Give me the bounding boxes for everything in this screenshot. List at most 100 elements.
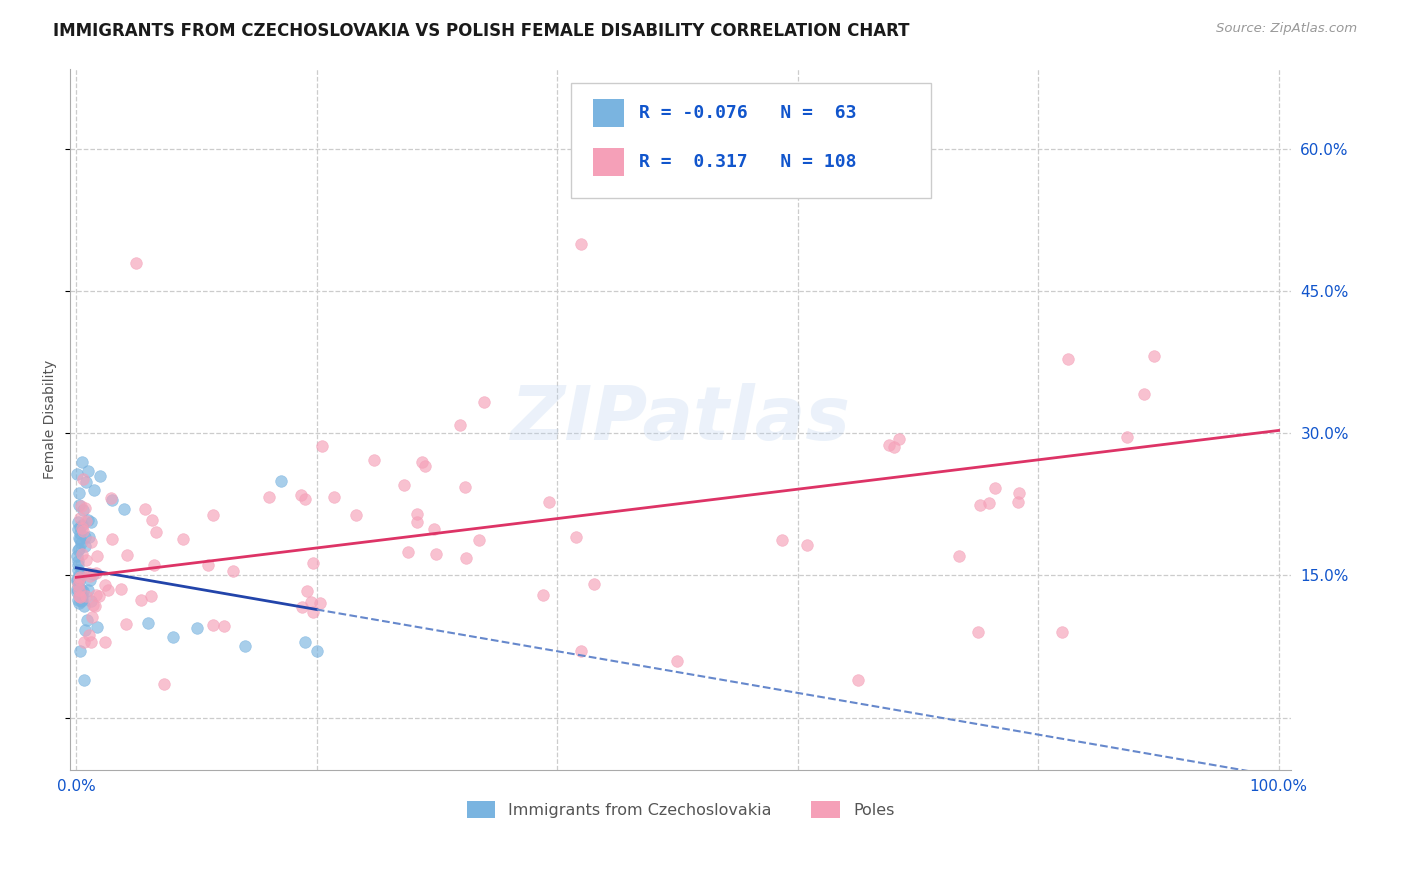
Bar — [592, 148, 624, 176]
Point — [569, 236, 592, 251]
Point — [77, 628, 100, 642]
Point — [69, 511, 91, 525]
Point — [66, 582, 89, 596]
Point — [84, 588, 107, 602]
Point — [69, 644, 91, 658]
Point — [270, 474, 292, 488]
Point — [1133, 387, 1156, 401]
Point — [186, 621, 208, 635]
Point — [468, 533, 491, 548]
Point — [80, 534, 103, 549]
Point — [69, 570, 91, 584]
Point — [796, 538, 818, 552]
Point — [70, 589, 93, 603]
Point — [66, 542, 89, 557]
Point — [69, 500, 91, 514]
Point — [984, 481, 1007, 495]
Point — [125, 256, 148, 270]
Point — [406, 515, 429, 529]
Point — [73, 634, 96, 648]
Point — [79, 634, 101, 648]
Point — [76, 613, 98, 627]
Point — [72, 593, 94, 607]
Point — [413, 458, 436, 473]
Point — [97, 582, 120, 597]
Point — [666, 654, 689, 668]
Point — [67, 572, 90, 586]
Point — [67, 593, 90, 607]
Point — [67, 486, 90, 500]
Point — [967, 625, 990, 640]
Point — [291, 599, 314, 614]
Point — [72, 547, 94, 561]
Point — [77, 464, 100, 478]
Point — [73, 530, 96, 544]
Point — [66, 585, 89, 599]
Point — [69, 520, 91, 534]
Point — [309, 596, 332, 610]
Point — [322, 490, 344, 504]
Point — [101, 492, 124, 507]
Point — [969, 498, 991, 512]
Point — [73, 500, 96, 515]
Bar — [592, 99, 624, 127]
Point — [948, 549, 970, 563]
Point — [67, 574, 90, 588]
Point — [290, 488, 312, 502]
Point — [67, 531, 90, 545]
Point — [301, 595, 323, 609]
Point — [75, 553, 97, 567]
Point — [70, 594, 93, 608]
Point — [69, 591, 91, 605]
Point — [69, 526, 91, 541]
Point — [86, 619, 108, 633]
Point — [363, 452, 385, 467]
Point — [197, 558, 219, 573]
Point — [82, 566, 104, 581]
Point — [110, 582, 132, 597]
Point — [233, 640, 256, 654]
Point — [1050, 625, 1073, 640]
Point — [79, 573, 101, 587]
Point — [115, 617, 138, 632]
Point — [67, 582, 90, 597]
Point — [67, 542, 90, 557]
Point — [70, 535, 93, 549]
Point — [449, 417, 471, 432]
Point — [79, 569, 101, 583]
Point — [70, 521, 93, 535]
Point — [129, 592, 152, 607]
Point — [162, 630, 184, 644]
Point — [89, 589, 111, 603]
Point — [69, 532, 91, 546]
Point — [101, 533, 124, 547]
Point — [77, 582, 100, 597]
Point — [392, 478, 415, 492]
Point — [311, 439, 333, 453]
Point — [94, 578, 117, 592]
Point — [82, 609, 104, 624]
Text: R =  0.317   N = 108: R = 0.317 N = 108 — [638, 153, 856, 170]
Point — [1116, 429, 1139, 443]
Point — [396, 545, 419, 559]
Point — [70, 518, 93, 533]
Point — [89, 469, 111, 483]
Point — [66, 572, 89, 586]
Point — [883, 440, 905, 454]
Point — [134, 501, 156, 516]
Point — [67, 568, 90, 582]
Point — [80, 515, 103, 529]
Point — [82, 598, 104, 612]
Point — [295, 584, 318, 599]
Point — [75, 589, 97, 603]
Point — [69, 589, 91, 603]
Point — [84, 599, 107, 613]
Text: IMMIGRANTS FROM CZECHOSLOVAKIA VS POLISH FEMALE DISABILITY CORRELATION CHART: IMMIGRANTS FROM CZECHOSLOVAKIA VS POLISH… — [53, 22, 910, 40]
Point — [77, 513, 100, 527]
Point — [201, 618, 224, 632]
Point — [425, 547, 447, 561]
Point — [67, 596, 90, 610]
Point — [138, 615, 160, 630]
Text: R = -0.076   N =  63: R = -0.076 N = 63 — [638, 103, 856, 121]
Point — [152, 677, 174, 691]
